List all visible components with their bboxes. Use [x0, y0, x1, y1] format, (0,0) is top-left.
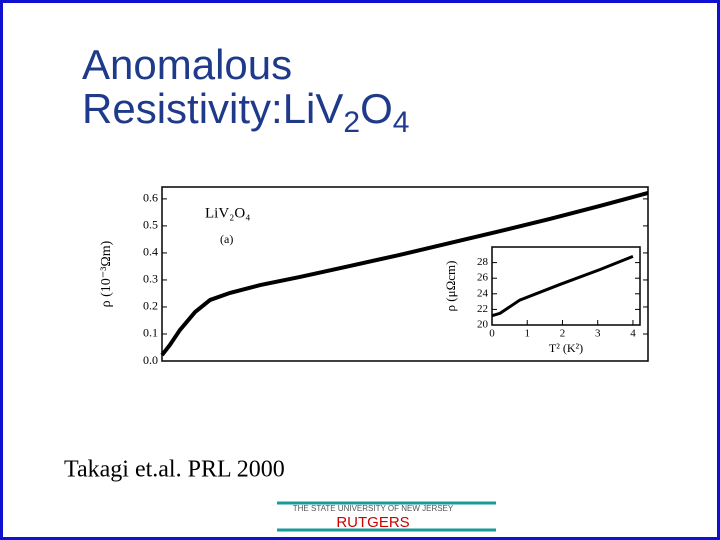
- x-tick-label: 2: [560, 328, 566, 340]
- y-tick-label: 26: [477, 272, 489, 284]
- title-sub: 4: [393, 106, 410, 139]
- data-line: [160, 191, 649, 357]
- plot-frame: [491, 246, 641, 326]
- title-sub: 2: [343, 106, 360, 139]
- citation: Takagi et.al. PRL 2000: [64, 457, 285, 483]
- x-tick-label: 4: [630, 328, 636, 340]
- y-tick-label: 0.3: [143, 272, 158, 286]
- title-line: Resistivity:LiV2O4: [82, 85, 409, 139]
- x-tick-label: 3: [595, 328, 601, 340]
- y-tick-label: 0.6: [143, 191, 158, 205]
- y-tick-label: 0.2: [143, 299, 158, 313]
- y-tick-label: 0.4: [143, 245, 158, 259]
- x-tick-label: 1: [524, 328, 530, 340]
- annotation: LiV₂O₄: [205, 205, 250, 221]
- title-line: Anomalous: [82, 41, 292, 88]
- x-axis-label: T² (K²): [549, 341, 583, 355]
- y-tick-label: 20: [477, 319, 489, 331]
- figure: 0.0 0.1 0.2 0.3 0.4 0.5 0.6 ρ (10⁻³Ωm) LiV₂O₄ (a)…: [99, 186, 649, 367]
- y-axis-label: ρ (10⁻³Ωm): [99, 240, 114, 307]
- title-part: O: [360, 85, 393, 132]
- data-line: [491, 254, 634, 318]
- y-tick-label: 0.1: [143, 326, 158, 340]
- y-tick-label: 22: [477, 303, 488, 315]
- x-tick-label: 0: [489, 328, 495, 340]
- annotation: (a): [220, 232, 233, 246]
- footer-name: RUTGERS: [336, 514, 409, 531]
- y-axis-label: ρ (μΩcm): [443, 261, 458, 312]
- y-tick-label: 24: [477, 287, 489, 299]
- y-tick-label: 0.5: [143, 218, 158, 232]
- y-tick-label: 28: [477, 256, 489, 268]
- footer-university: THE STATE UNIVERSITY OF NEW JERSEY: [293, 504, 454, 513]
- title-part: Resistivity:LiV: [82, 85, 343, 132]
- y-tick-label: 0.0: [143, 353, 158, 367]
